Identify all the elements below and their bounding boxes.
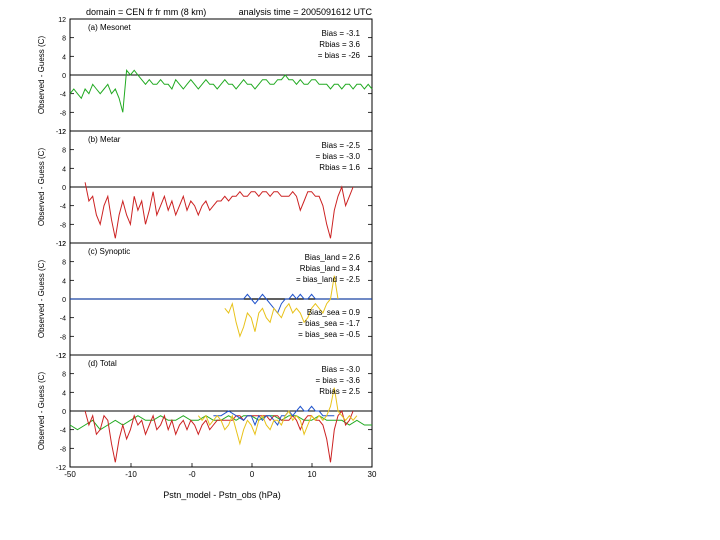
stat-label: Bias = -2.5	[322, 141, 361, 150]
y-tick-label: -12	[56, 129, 66, 136]
stat-label: Bias_land = 2.6	[305, 253, 361, 262]
x-tick-label: 0	[250, 470, 255, 479]
y-tick-label: -12	[56, 353, 66, 360]
stat-label: = bias = -3.0	[316, 152, 361, 161]
y-tick-label: -4	[60, 92, 66, 99]
y-tick-label: 8	[62, 36, 66, 43]
y-tick-label: 4	[62, 390, 66, 397]
x-tick-label: 30	[368, 470, 377, 479]
series-line-synoptic-sea	[197, 387, 358, 446]
x-tick-label: -50	[64, 470, 76, 479]
y-tick-label: 8	[62, 372, 66, 379]
y-tick-label: 0	[62, 297, 66, 304]
y-axis-label: Observed - Guess (C)	[37, 260, 46, 339]
y-tick-label: 12	[58, 17, 66, 24]
x-tick-label: -10	[125, 470, 137, 479]
x-tick-label: -0	[188, 470, 196, 479]
stat-label: Bias = -3.1	[322, 29, 361, 38]
y-tick-label: 4	[62, 166, 66, 173]
y-axis-label: Observed - Guess (C)	[37, 148, 46, 227]
series-line-metar	[84, 182, 354, 239]
series-line-synoptic-land	[70, 293, 372, 314]
stat-label: = bias_sea = -0.5	[298, 330, 360, 339]
y-tick-label: -12	[56, 465, 66, 472]
stat-label: = bias_land = -2.5	[296, 275, 361, 284]
y-tick-label: -8	[60, 334, 66, 341]
y-tick-label: 8	[62, 148, 66, 155]
y-tick-label: -4	[60, 316, 66, 323]
series-line-synoptic-sea	[224, 275, 339, 338]
series-line-synoptic-land	[213, 405, 335, 427]
stat-label: = bias = -3.6	[316, 376, 361, 385]
stat-label: Rbias = 2.5	[319, 387, 360, 396]
y-tick-label: 12	[58, 353, 66, 360]
chart-panel-3: 12 8 4 0 -4 -8 -12 Observed - Guess (C) (c) Syno…	[37, 241, 373, 360]
y-tick-label: 0	[62, 185, 66, 192]
series-line-mesonet	[69, 69, 373, 113]
stat-label: Rbias_land = 3.4	[300, 264, 361, 273]
panel-label: (c) Synoptic	[88, 247, 130, 256]
chart-panel-4: 12 8 4 0 -4 -8 -12 Observed - Guess (C) (d) Tota…	[37, 353, 373, 472]
y-tick-label: 0	[62, 409, 66, 416]
y-tick-label: -8	[60, 446, 66, 453]
y-tick-label: 4	[62, 54, 66, 61]
y-tick-label: 12	[58, 241, 66, 248]
y-tick-label: -4	[60, 428, 66, 435]
y-tick-label: -8	[60, 110, 66, 117]
y-axis-label: Observed - Guess (C)	[37, 372, 46, 451]
stat-label: = bias = -26	[318, 51, 361, 60]
y-tick-label: 0	[62, 73, 66, 80]
chart-panels: 12 8 4 0 -4 -8 -12 Observed - Guess (C) (a) Meso…	[37, 17, 373, 472]
panel-label: (b) Metar	[88, 135, 121, 144]
domain-label: domain = CEN fr fr mm (8 km)	[86, 7, 206, 17]
panel-label: (d) Total	[88, 359, 117, 368]
y-tick-label: 8	[62, 260, 66, 267]
series-line-mesonet	[69, 415, 372, 431]
stat-label: = bias_sea = -1.7	[298, 319, 360, 328]
y-tick-label: 12	[58, 129, 66, 136]
stat-label: Bias_sea = 0.9	[307, 308, 361, 317]
panel-label: (a) Mesonet	[88, 23, 131, 32]
analysis-time-label: analysis time = 2005091612 UTC	[239, 7, 373, 17]
x-axis-label: Pstn_model - Pstn_obs (hPa)	[163, 490, 281, 500]
y-tick-label: 4	[62, 278, 66, 285]
y-tick-label: -4	[60, 204, 66, 211]
y-axis-label: Observed - Guess (C)	[37, 36, 46, 115]
stat-label: Bias = -3.0	[322, 365, 361, 374]
y-tick-label: -8	[60, 222, 66, 229]
series-line-metar	[84, 409, 354, 463]
chart-panel-2: 12 8 4 0 -4 -8 -12 Observed - Guess (C) (b) Meta…	[37, 129, 373, 248]
chart-panel-1: 12 8 4 0 -4 -8 -12 Observed - Guess (C) (a) Meso…	[37, 17, 373, 136]
y-tick-label: -12	[56, 241, 66, 248]
stat-label: Rbias = 1.6	[319, 163, 360, 172]
stat-label: Rbias = 3.6	[319, 40, 360, 49]
x-axis-ticks: -50 -10 -0 0 10 30	[64, 463, 377, 479]
x-tick-label: 10	[308, 470, 317, 479]
